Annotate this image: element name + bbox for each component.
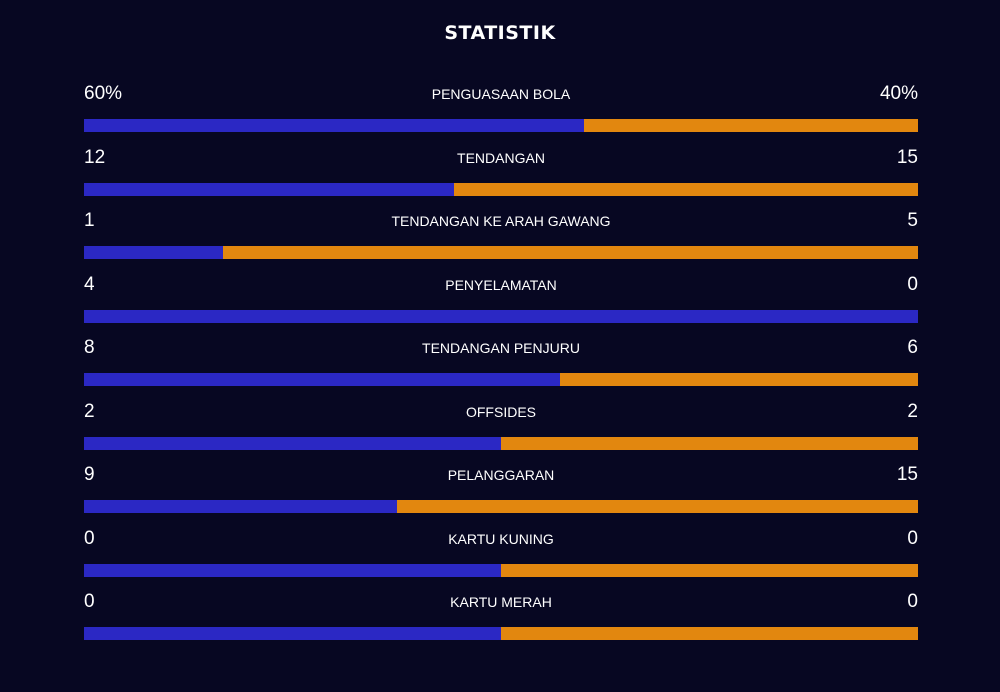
stat-row: 2 OFFSIDES 2: [84, 398, 918, 462]
stat-header: 0 KARTU MERAH 0: [84, 588, 918, 618]
away-bar-segment: [501, 563, 918, 577]
away-value: 5: [907, 210, 918, 231]
stat-label: PELANGGARAN: [447, 467, 555, 483]
home-value: 60%: [84, 83, 123, 104]
stat-label: PENGUASAAN BOLA: [431, 86, 571, 102]
stat-row: 9 PELANGGARAN 15: [84, 461, 918, 525]
comparison-bar: [84, 373, 918, 386]
home-bar-segment: [84, 436, 501, 450]
home-bar-segment: [84, 373, 561, 386]
away-bar-segment: [584, 119, 918, 132]
stat-header: 12 TENDANGAN 15: [84, 144, 918, 174]
stat-label: TENDANGAN KE ARAH GAWANG: [391, 213, 611, 229]
stat-label: KARTU MERAH: [450, 594, 552, 610]
home-bar-segment: [84, 500, 397, 513]
home-bar-segment: [84, 182, 455, 196]
away-value: 15: [896, 146, 918, 168]
away-bar-segment: [223, 246, 918, 259]
stat-header: 9 PELANGGARAN 15: [84, 461, 918, 491]
stat-row: 12 TENDANGAN 15: [84, 144, 918, 208]
away-bar-segment: [396, 500, 918, 513]
stat-header: 60% PENGUASAAN BOLA 40%: [84, 80, 918, 110]
stats-list: 60% PENGUASAAN BOLA 40% 12 TENDANGAN 15 1 TENDA…: [84, 80, 918, 652]
stat-header: 4 PENYELAMATAN 0: [84, 271, 918, 301]
comparison-bar: [84, 309, 918, 323]
home-bar-segment: [84, 309, 918, 323]
home-value: 9: [84, 464, 95, 485]
away-value: 0: [907, 527, 918, 549]
home-value: 2: [84, 400, 95, 422]
stat-row: 0 KARTU KUNING 0: [84, 525, 918, 589]
comparison-bar: [84, 182, 918, 196]
away-value: 6: [907, 337, 918, 358]
comparison-bar: [84, 119, 918, 132]
away-bar-segment: [454, 182, 918, 196]
stat-header: 0 KARTU KUNING 0: [84, 525, 918, 555]
home-bar-segment: [84, 627, 501, 640]
away-bar-segment: [501, 627, 918, 640]
home-bar-segment: [84, 119, 585, 132]
stat-label: TENDANGAN: [457, 149, 545, 166]
home-value: 8: [84, 337, 95, 358]
home-value: 0: [84, 527, 95, 549]
stat-header: 2 OFFSIDES 2: [84, 398, 918, 428]
home-value: 4: [84, 273, 95, 295]
stat-label: PENYELAMATAN: [445, 276, 557, 293]
away-value: 2: [907, 400, 918, 422]
away-value: 40%: [879, 83, 918, 104]
away-value: 0: [907, 273, 918, 295]
comparison-bar: [84, 246, 918, 259]
stat-row: 60% PENGUASAAN BOLA 40%: [84, 80, 918, 144]
away-bar-segment: [501, 436, 918, 450]
home-bar-segment: [84, 246, 224, 259]
away-bar-segment: [560, 373, 918, 386]
stat-row: 4 PENYELAMATAN 0: [84, 271, 918, 335]
stat-label: OFFSIDES: [465, 403, 536, 420]
comparison-bar: [84, 436, 918, 450]
comparison-bar: [84, 563, 918, 577]
stat-header: 1 TENDANGAN KE ARAH GAWANG 5: [84, 207, 918, 237]
stat-label: TENDANGAN PENJURU: [422, 340, 580, 356]
comparison-bar: [84, 500, 918, 513]
home-bar-segment: [84, 563, 501, 577]
stat-row: 0 KARTU MERAH 0: [84, 588, 918, 652]
comparison-bar: [84, 627, 918, 640]
home-value: 12: [84, 146, 106, 168]
stat-header: 8 TENDANGAN PENJURU 6: [84, 334, 918, 364]
stat-label: KARTU KUNING: [448, 530, 554, 547]
statistics-title: STATISTIK: [444, 22, 556, 44]
stat-row: 8 TENDANGAN PENJURU 6: [84, 334, 918, 398]
stat-row: 1 TENDANGAN KE ARAH GAWANG 5: [84, 207, 918, 271]
away-value: 0: [907, 591, 918, 612]
away-value: 15: [896, 464, 918, 485]
home-value: 0: [84, 591, 95, 612]
home-value: 1: [84, 210, 95, 231]
